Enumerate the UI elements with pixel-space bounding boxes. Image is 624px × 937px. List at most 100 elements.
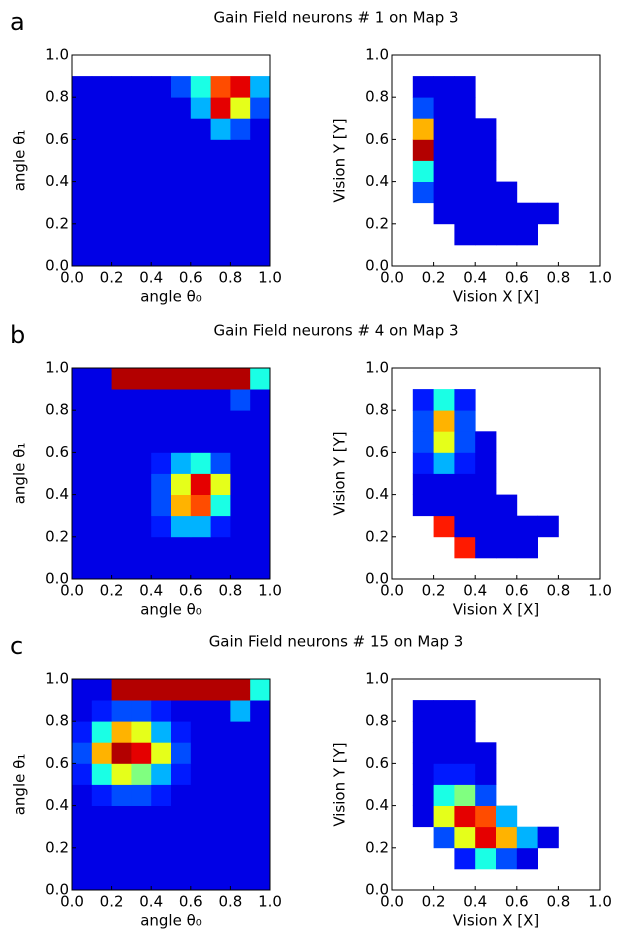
axes-frame xyxy=(391,678,601,891)
heat-cell xyxy=(72,868,93,891)
x-tick-label: 0.6 xyxy=(179,582,203,600)
heat-cell xyxy=(190,763,211,785)
heat-cell xyxy=(91,139,112,161)
y-tick-label: 0.2 xyxy=(45,527,69,545)
heat-cell xyxy=(72,97,93,119)
heat-cell xyxy=(190,473,211,495)
heat-cell xyxy=(496,181,518,204)
heat-cell xyxy=(111,202,132,225)
heat-cell xyxy=(496,202,518,225)
heat-cell xyxy=(454,847,476,870)
heat-cell xyxy=(72,118,93,140)
x-tick-label: 1.0 xyxy=(258,893,282,911)
heat-cell xyxy=(230,847,251,870)
heat-cell xyxy=(250,139,271,161)
heat-cell xyxy=(72,473,93,495)
heat-cell xyxy=(230,368,251,390)
x-tick-label: 0.2 xyxy=(422,893,446,911)
x-tick-label: 0.2 xyxy=(100,269,124,287)
x-axis-label: Vision X [X] xyxy=(453,912,540,930)
heat-cell xyxy=(151,557,172,580)
heat-cell xyxy=(151,679,172,701)
x-tick-label: 0.4 xyxy=(463,893,487,911)
heat-cell xyxy=(537,202,559,225)
heat-cell xyxy=(250,557,271,580)
heat-cell xyxy=(131,536,152,559)
heat-cell xyxy=(190,868,211,891)
heat-cell xyxy=(230,431,251,453)
heat-cell xyxy=(91,473,112,495)
heat-cell xyxy=(230,244,251,267)
heat-cell xyxy=(210,868,231,891)
heat-cell xyxy=(72,742,93,764)
heat-cell xyxy=(496,847,518,870)
heat-cell xyxy=(433,473,455,495)
axes-frame xyxy=(71,678,271,891)
heat-cell xyxy=(250,721,271,743)
heat-cell xyxy=(454,805,476,828)
heat-cell xyxy=(131,223,152,246)
heat-cell xyxy=(433,700,455,722)
heat-cell xyxy=(151,494,172,517)
heat-cell xyxy=(454,181,476,204)
x-tick-label: 1.0 xyxy=(588,893,612,911)
heat-cell xyxy=(496,515,518,538)
heat-cell xyxy=(171,97,192,119)
heat-cell xyxy=(454,139,476,161)
heat-cell xyxy=(111,160,132,182)
heat-cell xyxy=(210,536,231,559)
axes-frame xyxy=(391,367,601,580)
heat-cell xyxy=(171,784,192,806)
y-tick-label: 0.4 xyxy=(365,485,389,503)
x-tick-label: 0.6 xyxy=(179,269,203,287)
heat-cell xyxy=(433,826,455,849)
y-tick-label: 0.2 xyxy=(45,838,69,856)
heat-cell xyxy=(454,389,476,411)
heat-cell xyxy=(454,76,476,98)
heat-cell xyxy=(190,826,211,849)
heat-cell xyxy=(151,118,172,140)
heat-cell xyxy=(230,118,251,140)
heat-cell xyxy=(454,410,476,432)
heat-cell xyxy=(91,410,112,432)
heat-cell xyxy=(190,536,211,559)
heat-cell xyxy=(454,700,476,722)
heat-cell xyxy=(91,784,112,806)
heat-cell xyxy=(190,118,211,140)
heat-cell xyxy=(72,784,93,806)
heat-cell xyxy=(131,202,152,225)
x-tick-label: 0.4 xyxy=(463,582,487,600)
heat-cell xyxy=(151,515,172,538)
heat-cell xyxy=(151,389,172,411)
heat-cell xyxy=(412,763,434,785)
heat-cell xyxy=(72,721,93,743)
heat-cell xyxy=(230,679,251,701)
heat-cell xyxy=(131,721,152,743)
y-tick-label: 0.4 xyxy=(365,796,389,814)
heat-cell xyxy=(151,763,172,785)
heat-cell xyxy=(475,826,497,849)
heat-cell xyxy=(230,700,251,722)
heat-cell xyxy=(475,202,497,225)
y-axis-label: Vision Y [Y] xyxy=(331,742,349,826)
y-tick-label: 1.0 xyxy=(365,359,389,377)
heat-cell xyxy=(190,244,211,267)
heat-cell xyxy=(412,494,434,517)
heat-cell xyxy=(250,160,271,182)
y-tick-label: 1.0 xyxy=(45,670,69,688)
heat-cell xyxy=(230,742,251,764)
heat-cell xyxy=(171,721,192,743)
y-tick-label: 0.8 xyxy=(365,88,389,106)
y-tick-label: 0.0 xyxy=(45,257,69,275)
heat-cell xyxy=(475,223,497,246)
y-tick-label: 0.0 xyxy=(45,570,69,588)
x-axis-label: angle θ₀ xyxy=(140,601,202,619)
x-tick-label: 0.0 xyxy=(60,582,84,600)
heat-cell xyxy=(171,76,192,98)
axes-frame xyxy=(391,54,601,267)
heat-cell xyxy=(111,473,132,495)
heat-cell xyxy=(131,763,152,785)
heat-cell xyxy=(91,679,112,701)
heat-cell xyxy=(111,97,132,119)
heat-cell xyxy=(91,721,112,743)
